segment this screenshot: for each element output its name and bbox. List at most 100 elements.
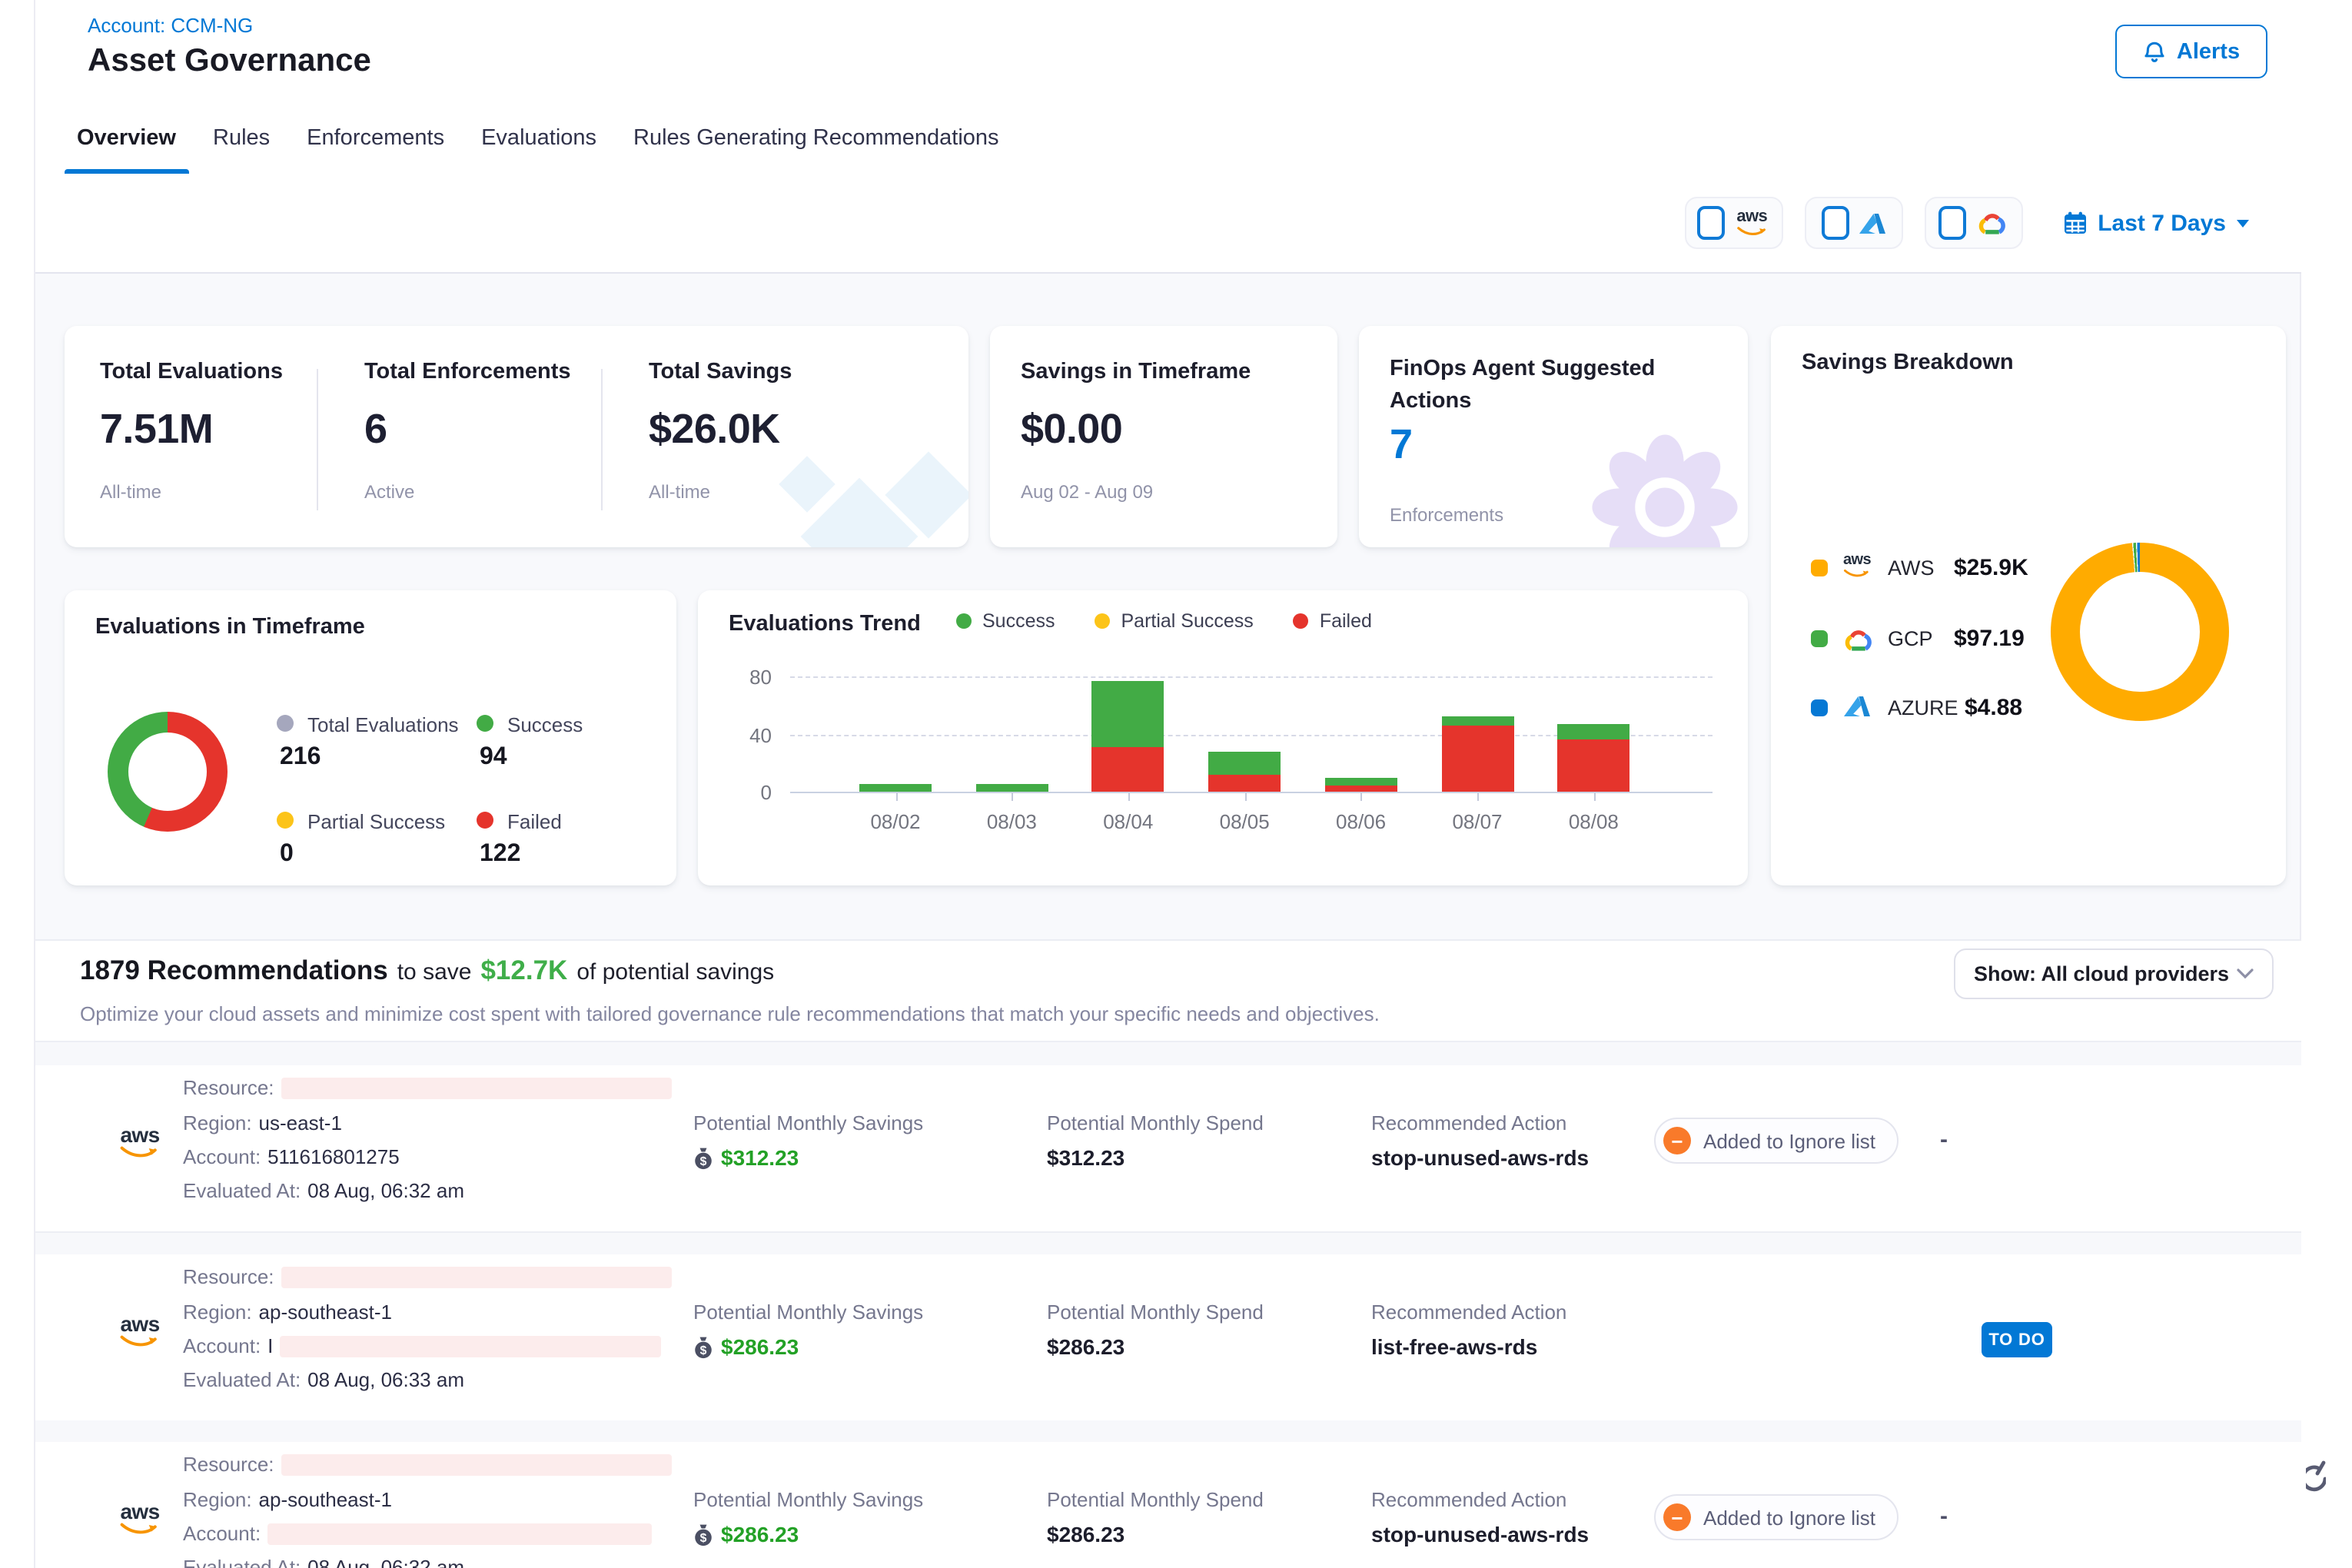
trend-bar-segment-success [1557, 725, 1629, 739]
evaluated-at-value: 08 Aug, 06:33 am [307, 1368, 464, 1391]
savings-in-timeframe-value: $0.00 [1021, 406, 1122, 453]
action-value: list-free-aws-rds [1371, 1334, 1537, 1359]
action-value: stop-unused-aws-rds [1371, 1145, 1589, 1170]
evaluated-at-label: Evaluated At: [183, 1368, 301, 1391]
account-label: Account: [183, 1334, 261, 1357]
x-axis-label: 08/06 [1315, 810, 1407, 833]
total-evaluations-sub: All-time [100, 481, 161, 503]
tab-rules[interactable]: Rules [213, 103, 270, 174]
x-axis-label: 08/02 [849, 810, 942, 833]
region-label: Region: [183, 1301, 252, 1324]
evaluated-at-label: Evaluated At: [183, 1556, 301, 1568]
action-column-label: Recommended Action [1371, 1111, 1566, 1134]
finops-agent-label: FinOps Agent Suggested Actions [1390, 354, 1666, 418]
x-axis-tick [1128, 793, 1130, 801]
legend-total-evaluations-label: Total Evaluations [307, 713, 459, 736]
empty-cell-dash: - [1940, 1127, 1948, 1153]
gcp-checkbox[interactable] [1938, 206, 1965, 240]
evaluations-trend-card: Evaluations Trend Success Partial Succes… [698, 590, 1748, 885]
ignored-status-pill: − Added to Ignore list [1654, 1118, 1899, 1164]
x-axis-tick [1012, 793, 1013, 801]
trend-bar-segment-success [1092, 681, 1164, 747]
chevron-down-icon [2237, 968, 2254, 979]
trend-bar [1441, 716, 1513, 792]
aws-logo-icon: aws [1842, 553, 1872, 578]
gcp-logo-icon [1975, 211, 2008, 235]
tab-enforcements[interactable]: Enforcements [307, 103, 444, 174]
money-bag-icon: $ [693, 1146, 713, 1169]
minus-icon: − [1663, 1127, 1691, 1154]
trend-bar-segment-success [859, 785, 932, 792]
recommendation-row[interactable]: aws Resource: Region: ap-southeast-1 Acc… [35, 1254, 2301, 1420]
bell-icon [2143, 39, 2166, 64]
azure-legend-swatch [1811, 699, 1828, 716]
gcp-legend-value: $97.19 [1954, 626, 2025, 652]
partial-success-dot [277, 812, 294, 829]
date-range-label: Last 7 Days [2098, 210, 2226, 236]
total-evaluations-value: 7.51M [100, 406, 213, 453]
azure-legend-label: AZURE [1888, 696, 1958, 719]
tab-evaluations[interactable]: Evaluations [481, 103, 596, 174]
redacted-resource-value [281, 1078, 671, 1099]
total-evaluations-label: Total Evaluations [100, 360, 283, 384]
date-range-selector[interactable]: Last 7 Days [2062, 210, 2249, 236]
legend-success-label: Success [507, 713, 583, 736]
redacted-account-value [267, 1523, 652, 1545]
page-header: Account: CCM-NG Asset Governance Alerts [35, 0, 2301, 105]
legend-partial-success-value: 0 [280, 841, 294, 869]
region-value: us-east-1 [259, 1111, 342, 1134]
provider-filter-gcp[interactable] [1924, 197, 2022, 249]
azure-checkbox[interactable] [1821, 206, 1849, 240]
tab-overview[interactable]: Overview [77, 103, 176, 174]
evaluated-at-value: 08 Aug, 06:32 am [307, 1179, 464, 1202]
x-axis-label: 08/08 [1547, 810, 1639, 833]
redacted-resource-value [281, 1267, 671, 1288]
x-axis-tick [1244, 793, 1246, 801]
alerts-button[interactable]: Alerts [2115, 25, 2267, 78]
evaluations-timeframe-card: Evaluations in Timeframe Total Evaluatio… [65, 590, 676, 885]
region-label: Region: [183, 1488, 252, 1511]
evaluated-at-value: 08 Aug, 06:32 am [307, 1556, 464, 1568]
filter-bar: aws Last 7 Days [35, 174, 2301, 274]
recommendation-row[interactable]: aws Resource: Region: us-east-1 Account:… [35, 1065, 2301, 1231]
trend-bar-segment-failed [1557, 739, 1629, 792]
spend-column-label: Potential Monthly Spend [1047, 1488, 1264, 1511]
divider [317, 369, 318, 510]
provider-filter-azure[interactable] [1804, 197, 1902, 249]
spend-value: $286.23 [1047, 1334, 1125, 1359]
y-axis-tick-label: 80 [710, 666, 772, 689]
account-label: Account: [183, 1522, 261, 1545]
resource-label: Resource: [183, 1453, 274, 1476]
cloud-provider-filter-dropdown[interactable]: Show: All cloud providers [1954, 948, 2274, 999]
azure-logo-icon [1858, 211, 1885, 234]
savings-breakdown-title: Savings Breakdown [1802, 350, 2014, 375]
recommendation-row[interactable]: aws Resource: Region: ap-southeast-1 Acc… [35, 1442, 2301, 1568]
account-value: 511616801275 [267, 1145, 400, 1168]
spend-column-label: Potential Monthly Spend [1047, 1301, 1264, 1324]
account-value: I [267, 1334, 273, 1357]
x-axis-tick [1477, 793, 1479, 801]
x-axis-label: 08/05 [1198, 810, 1291, 833]
evaluated-at-label: Evaluated At: [183, 1179, 301, 1202]
savings-value: $ $286.23 [693, 1334, 799, 1359]
success-dot [477, 715, 493, 732]
x-axis-label: 08/03 [965, 810, 1058, 833]
gcp-legend-swatch [1811, 630, 1828, 647]
trend-bar-segment-success [1441, 716, 1513, 726]
calendar-icon [2062, 211, 2087, 235]
trend-bar [1557, 725, 1629, 792]
finops-agent-sub: Enforcements [1390, 504, 1503, 526]
redacted-resource-value [281, 1454, 671, 1476]
account-breadcrumb-link[interactable]: Account: CCM-NG [88, 14, 253, 37]
money-bag-icon: $ [693, 1335, 713, 1358]
tab-rules-generating-recommendations[interactable]: Rules Generating Recommendations [633, 103, 999, 174]
provider-filter-aws[interactable]: aws [1684, 197, 1782, 249]
aws-logo-icon: aws [117, 1124, 163, 1159]
flower-watermark [1585, 427, 1745, 547]
trend-bar-segment-failed [1208, 774, 1281, 792]
alerts-button-label: Alerts [2177, 39, 2240, 64]
aws-checkbox[interactable] [1696, 206, 1724, 240]
divider [601, 369, 603, 510]
help-widget-icon[interactable] [2306, 1460, 2326, 1499]
trend-bar [1092, 681, 1164, 792]
